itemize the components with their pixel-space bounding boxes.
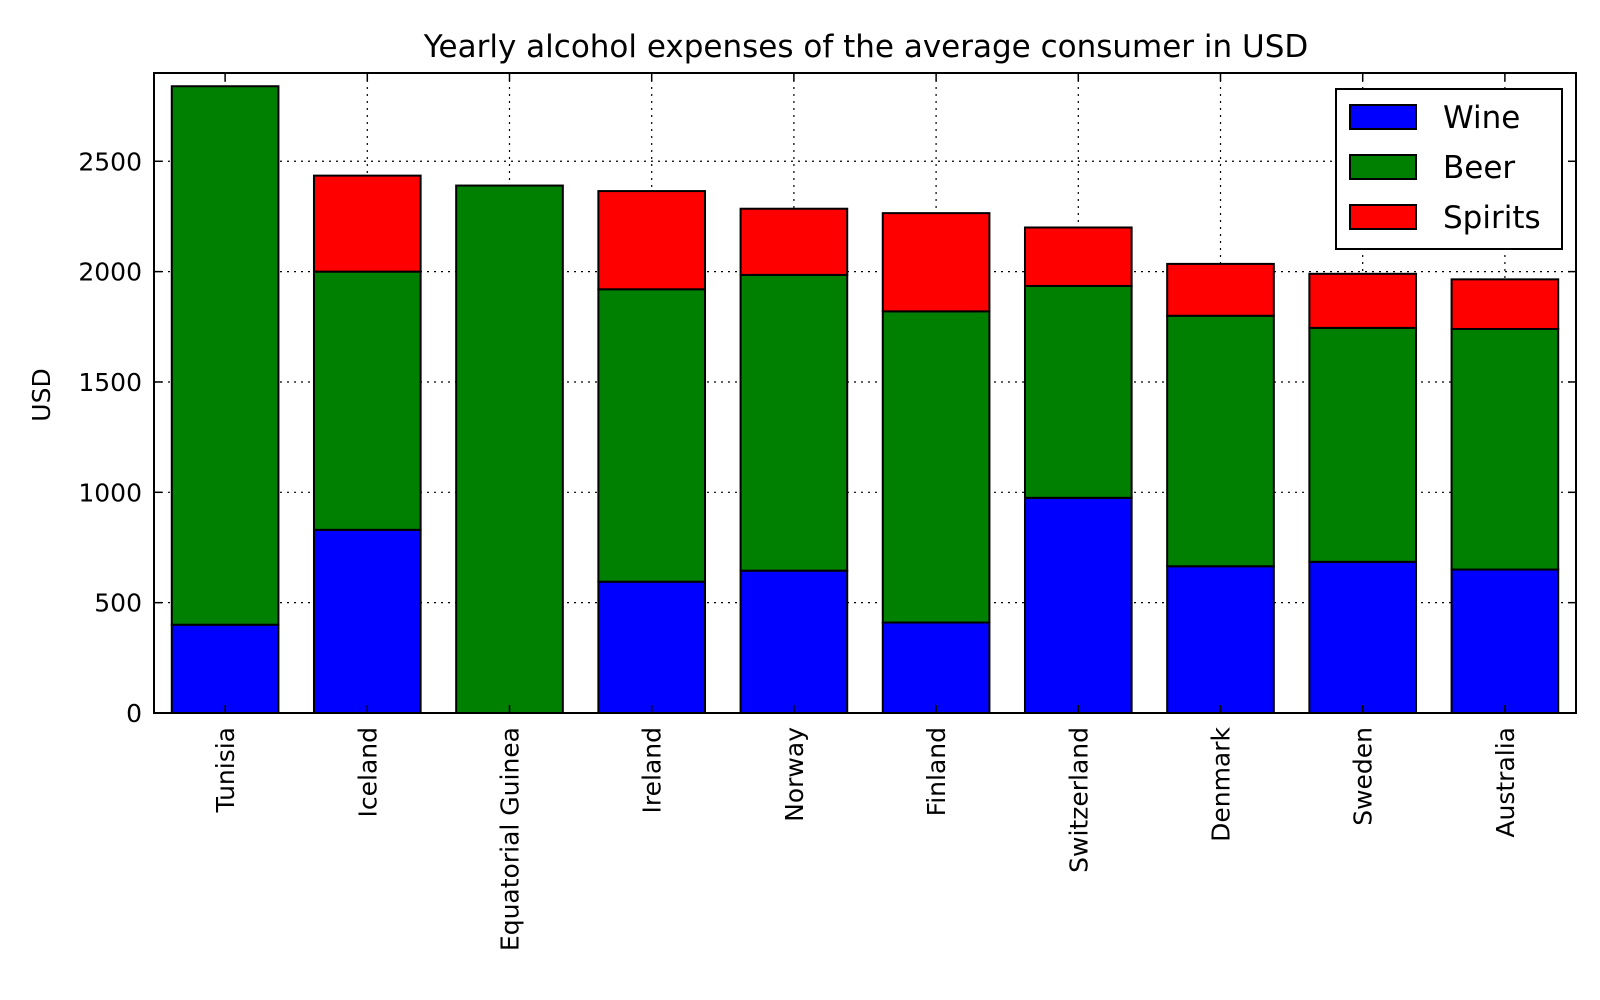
bar-wine	[739, 569, 849, 714]
x-tick-label: Finland	[922, 727, 951, 816]
bar-spirits	[1450, 278, 1560, 330]
legend-label-beer: Beer	[1443, 150, 1515, 186]
legend: Wine Beer Spirits	[1335, 88, 1563, 250]
y-tick-label: 1000	[78, 478, 142, 507]
y-tick-label: 0	[126, 699, 142, 728]
legend-swatch-beer	[1349, 154, 1417, 180]
axes: 0 500 1000 1500 2000 2500 Tunisia Iceland Equato…	[78, 72, 1577, 951]
bar-beer	[312, 270, 422, 531]
x-tick-label: Ireland	[638, 727, 667, 813]
y-tick-label: 500	[94, 589, 142, 618]
bar-wine	[1166, 565, 1275, 715]
x-tick-label: Iceland	[353, 727, 382, 817]
y-tick-label: 2500	[78, 147, 142, 176]
plot-frame	[153, 72, 1577, 714]
x-tick-label: Sweden	[1349, 727, 1378, 826]
x-tick-label: Equatorial Guinea	[496, 727, 525, 951]
x-tick-label: Australia	[1491, 727, 1520, 838]
x-tick-label: Denmark	[1207, 726, 1236, 841]
bar-beer	[1308, 326, 1418, 563]
bar-wine	[312, 528, 422, 714]
bar-wine	[1450, 568, 1560, 714]
bars	[170, 85, 1560, 715]
legend-swatch-spirits	[1349, 204, 1417, 230]
bar-spirits	[312, 174, 422, 273]
bar-wine	[170, 623, 280, 714]
bar-wine	[1023, 496, 1133, 714]
bar-beer	[455, 184, 564, 715]
bar-beer	[881, 310, 991, 624]
bar-spirits	[597, 190, 707, 291]
legend-swatch-wine	[1349, 104, 1417, 130]
bar-wine	[881, 621, 991, 714]
bar-wine	[597, 580, 707, 714]
chart-title: Yearly alcohol expenses of the average c…	[423, 29, 1309, 65]
legend-label-wine: Wine	[1443, 100, 1520, 136]
bar-beer	[1450, 328, 1560, 571]
x-tick-label: Switzerland	[1064, 727, 1093, 873]
bar-spirits	[1166, 262, 1275, 317]
x-tick-label: Norway	[780, 727, 809, 822]
y-tick-label: 1500	[78, 368, 142, 397]
bar-spirits	[881, 212, 991, 313]
bar-beer	[739, 273, 849, 572]
legend-label-spirits: Spirits	[1443, 200, 1541, 236]
bar-beer	[597, 288, 707, 583]
bar-spirits	[1308, 272, 1418, 329]
y-axis-label: USD	[27, 368, 56, 421]
x-tick-label: Tunisia	[211, 727, 240, 813]
bar-spirits	[1023, 226, 1133, 287]
bar-beer	[1023, 284, 1133, 499]
y-tick-label: 2000	[78, 258, 142, 287]
bar-spirits	[739, 207, 849, 276]
bar-wine	[1308, 560, 1418, 714]
bar-beer	[170, 85, 280, 626]
bar-beer	[1166, 314, 1275, 568]
